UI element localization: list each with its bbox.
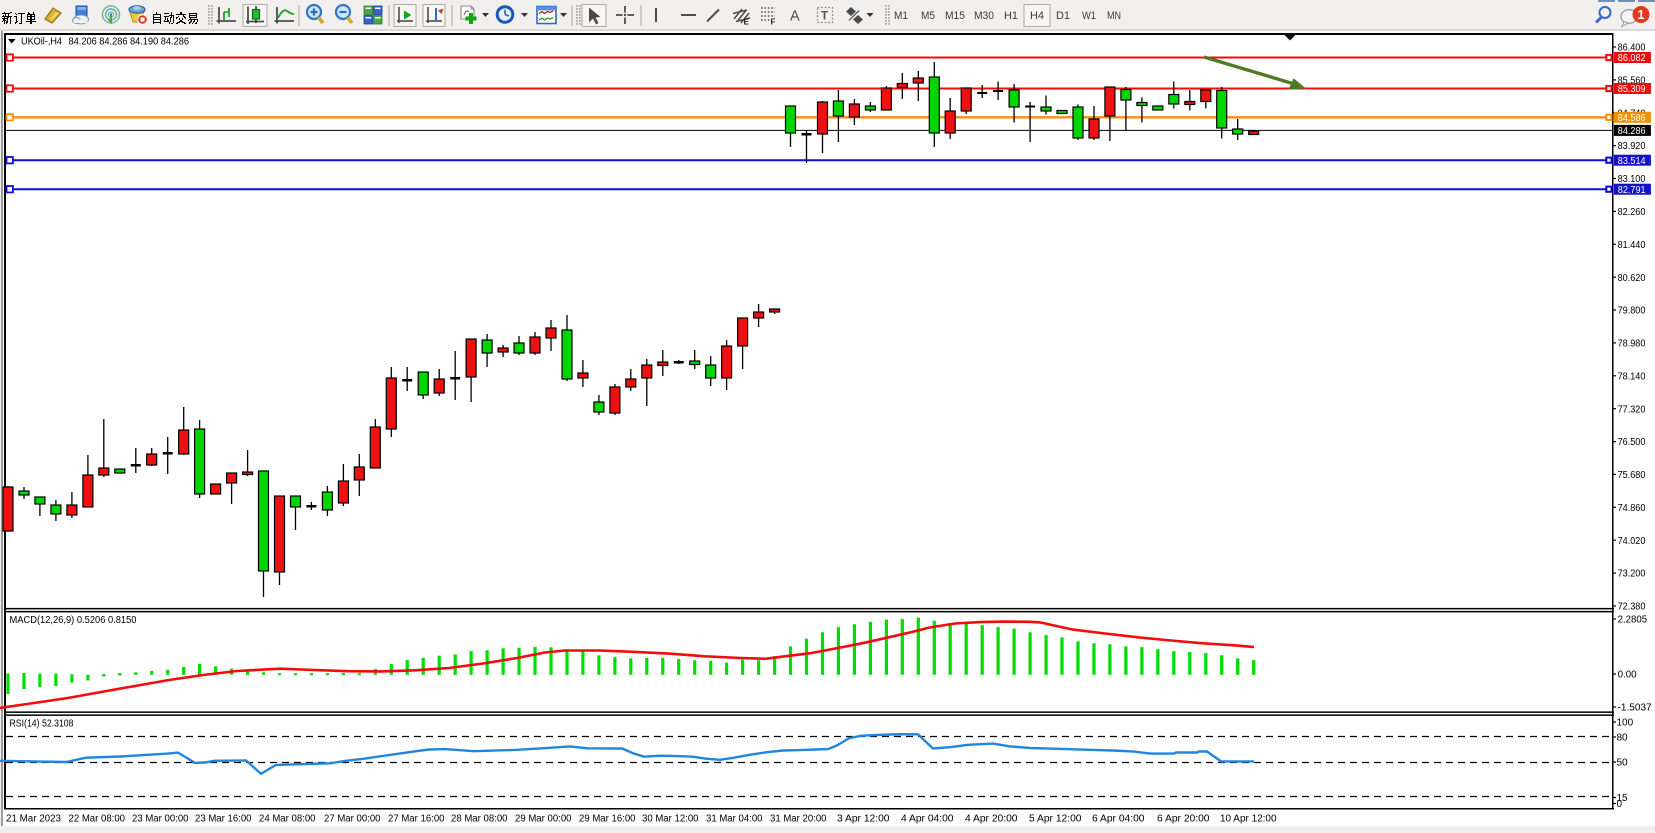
svg-text:72.380: 72.380 [1618,602,1646,613]
svg-text:M5: M5 [921,10,935,22]
svg-text:82.791: 82.791 [1618,185,1646,196]
svg-text:T: T [821,11,828,23]
svg-text:MACD(12,26,9) 0.5206 0.8150: MACD(12,26,9) 0.5206 0.8150 [10,615,137,626]
svg-text:RSI(14) 52.3108: RSI(14) 52.3108 [10,719,74,730]
svg-text:86.082: 86.082 [1618,53,1646,64]
svg-text:83.514: 83.514 [1618,156,1646,167]
svg-text:A: A [790,9,800,25]
svg-text:83.100: 83.100 [1618,174,1646,185]
svg-text:0: 0 [1617,799,1623,810]
svg-text:F: F [771,18,776,27]
svg-text:23 Mar 00:00: 23 Mar 00:00 [132,814,189,825]
svg-text:3 Apr 12:00: 3 Apr 12:00 [837,814,890,825]
svg-text:4 Apr 04:00: 4 Apr 04:00 [901,814,954,825]
svg-text:78.140: 78.140 [1618,371,1646,382]
svg-text:21 Mar 2023: 21 Mar 2023 [6,814,61,825]
svg-text:31 Mar 04:00: 31 Mar 04:00 [706,814,763,825]
svg-text:28 Mar 08:00: 28 Mar 08:00 [451,814,508,825]
svg-text:85.560: 85.560 [1618,75,1646,86]
svg-text:30 Mar 12:00: 30 Mar 12:00 [642,814,699,825]
svg-text:77.320: 77.320 [1618,404,1646,415]
svg-text:10 Apr 12:00: 10 Apr 12:00 [1220,814,1277,825]
svg-text:80.620: 80.620 [1618,273,1646,284]
svg-text:M1: M1 [894,10,908,22]
svg-text:6 Apr 20:00: 6 Apr 20:00 [1157,814,1210,825]
svg-text:1: 1 [1638,8,1645,22]
svg-text:D1: D1 [1056,10,1070,22]
svg-text:78.980: 78.980 [1618,339,1646,350]
svg-text:50: 50 [1617,758,1629,769]
svg-text:74.860: 74.860 [1618,503,1646,514]
svg-text:2.2805: 2.2805 [1618,615,1648,626]
svg-text:29 Mar 16:00: 29 Mar 16:00 [579,814,636,825]
svg-text:27 Mar 16:00: 27 Mar 16:00 [388,814,445,825]
svg-text:74.020: 74.020 [1618,536,1646,547]
svg-text:6 Apr 04:00: 6 Apr 04:00 [1092,814,1145,825]
svg-text:22 Mar 08:00: 22 Mar 08:00 [69,814,126,825]
svg-text:83.920: 83.920 [1618,141,1646,152]
svg-text:100: 100 [1617,718,1634,729]
svg-text:0.00: 0.00 [1618,670,1637,681]
svg-text:H1: H1 [1004,10,1018,22]
svg-text:4 Apr 20:00: 4 Apr 20:00 [965,814,1018,825]
svg-text:-1.5037: -1.5037 [1618,703,1652,714]
svg-text:W1: W1 [1082,10,1096,22]
svg-text:79.800: 79.800 [1618,306,1646,317]
svg-text:84.586: 84.586 [1618,113,1646,124]
svg-text:UKOil-,H4: UKOil-,H4 [21,37,62,48]
svg-text:E: E [744,18,750,27]
svg-text:80: 80 [1617,733,1629,744]
svg-text:85.309: 85.309 [1618,84,1646,95]
svg-text:H4: H4 [1030,10,1044,22]
svg-text:5 Apr 12:00: 5 Apr 12:00 [1029,814,1082,825]
svg-text:84.286: 84.286 [1618,126,1646,137]
svg-text:M30: M30 [974,10,994,22]
svg-text:29 Mar 00:00: 29 Mar 00:00 [515,814,572,825]
svg-text:23 Mar 16:00: 23 Mar 16:00 [195,814,252,825]
svg-text:75.680: 75.680 [1618,470,1646,481]
svg-text:76.500: 76.500 [1618,437,1646,448]
svg-text:81.440: 81.440 [1618,240,1646,251]
svg-text:27 Mar 00:00: 27 Mar 00:00 [324,814,381,825]
svg-text:86.400: 86.400 [1618,43,1646,54]
svg-text:M15: M15 [945,10,965,22]
svg-text:15: 15 [1617,793,1629,804]
svg-text:73.200: 73.200 [1618,569,1646,580]
svg-text:24 Mar 08:00: 24 Mar 08:00 [259,814,316,825]
svg-text:MN: MN [1107,10,1121,22]
svg-text:82.260: 82.260 [1618,207,1646,218]
svg-text:84.206 84.286 84.190 84.286: 84.206 84.286 84.190 84.286 [69,37,190,48]
svg-text:31 Mar 20:00: 31 Mar 20:00 [770,814,827,825]
